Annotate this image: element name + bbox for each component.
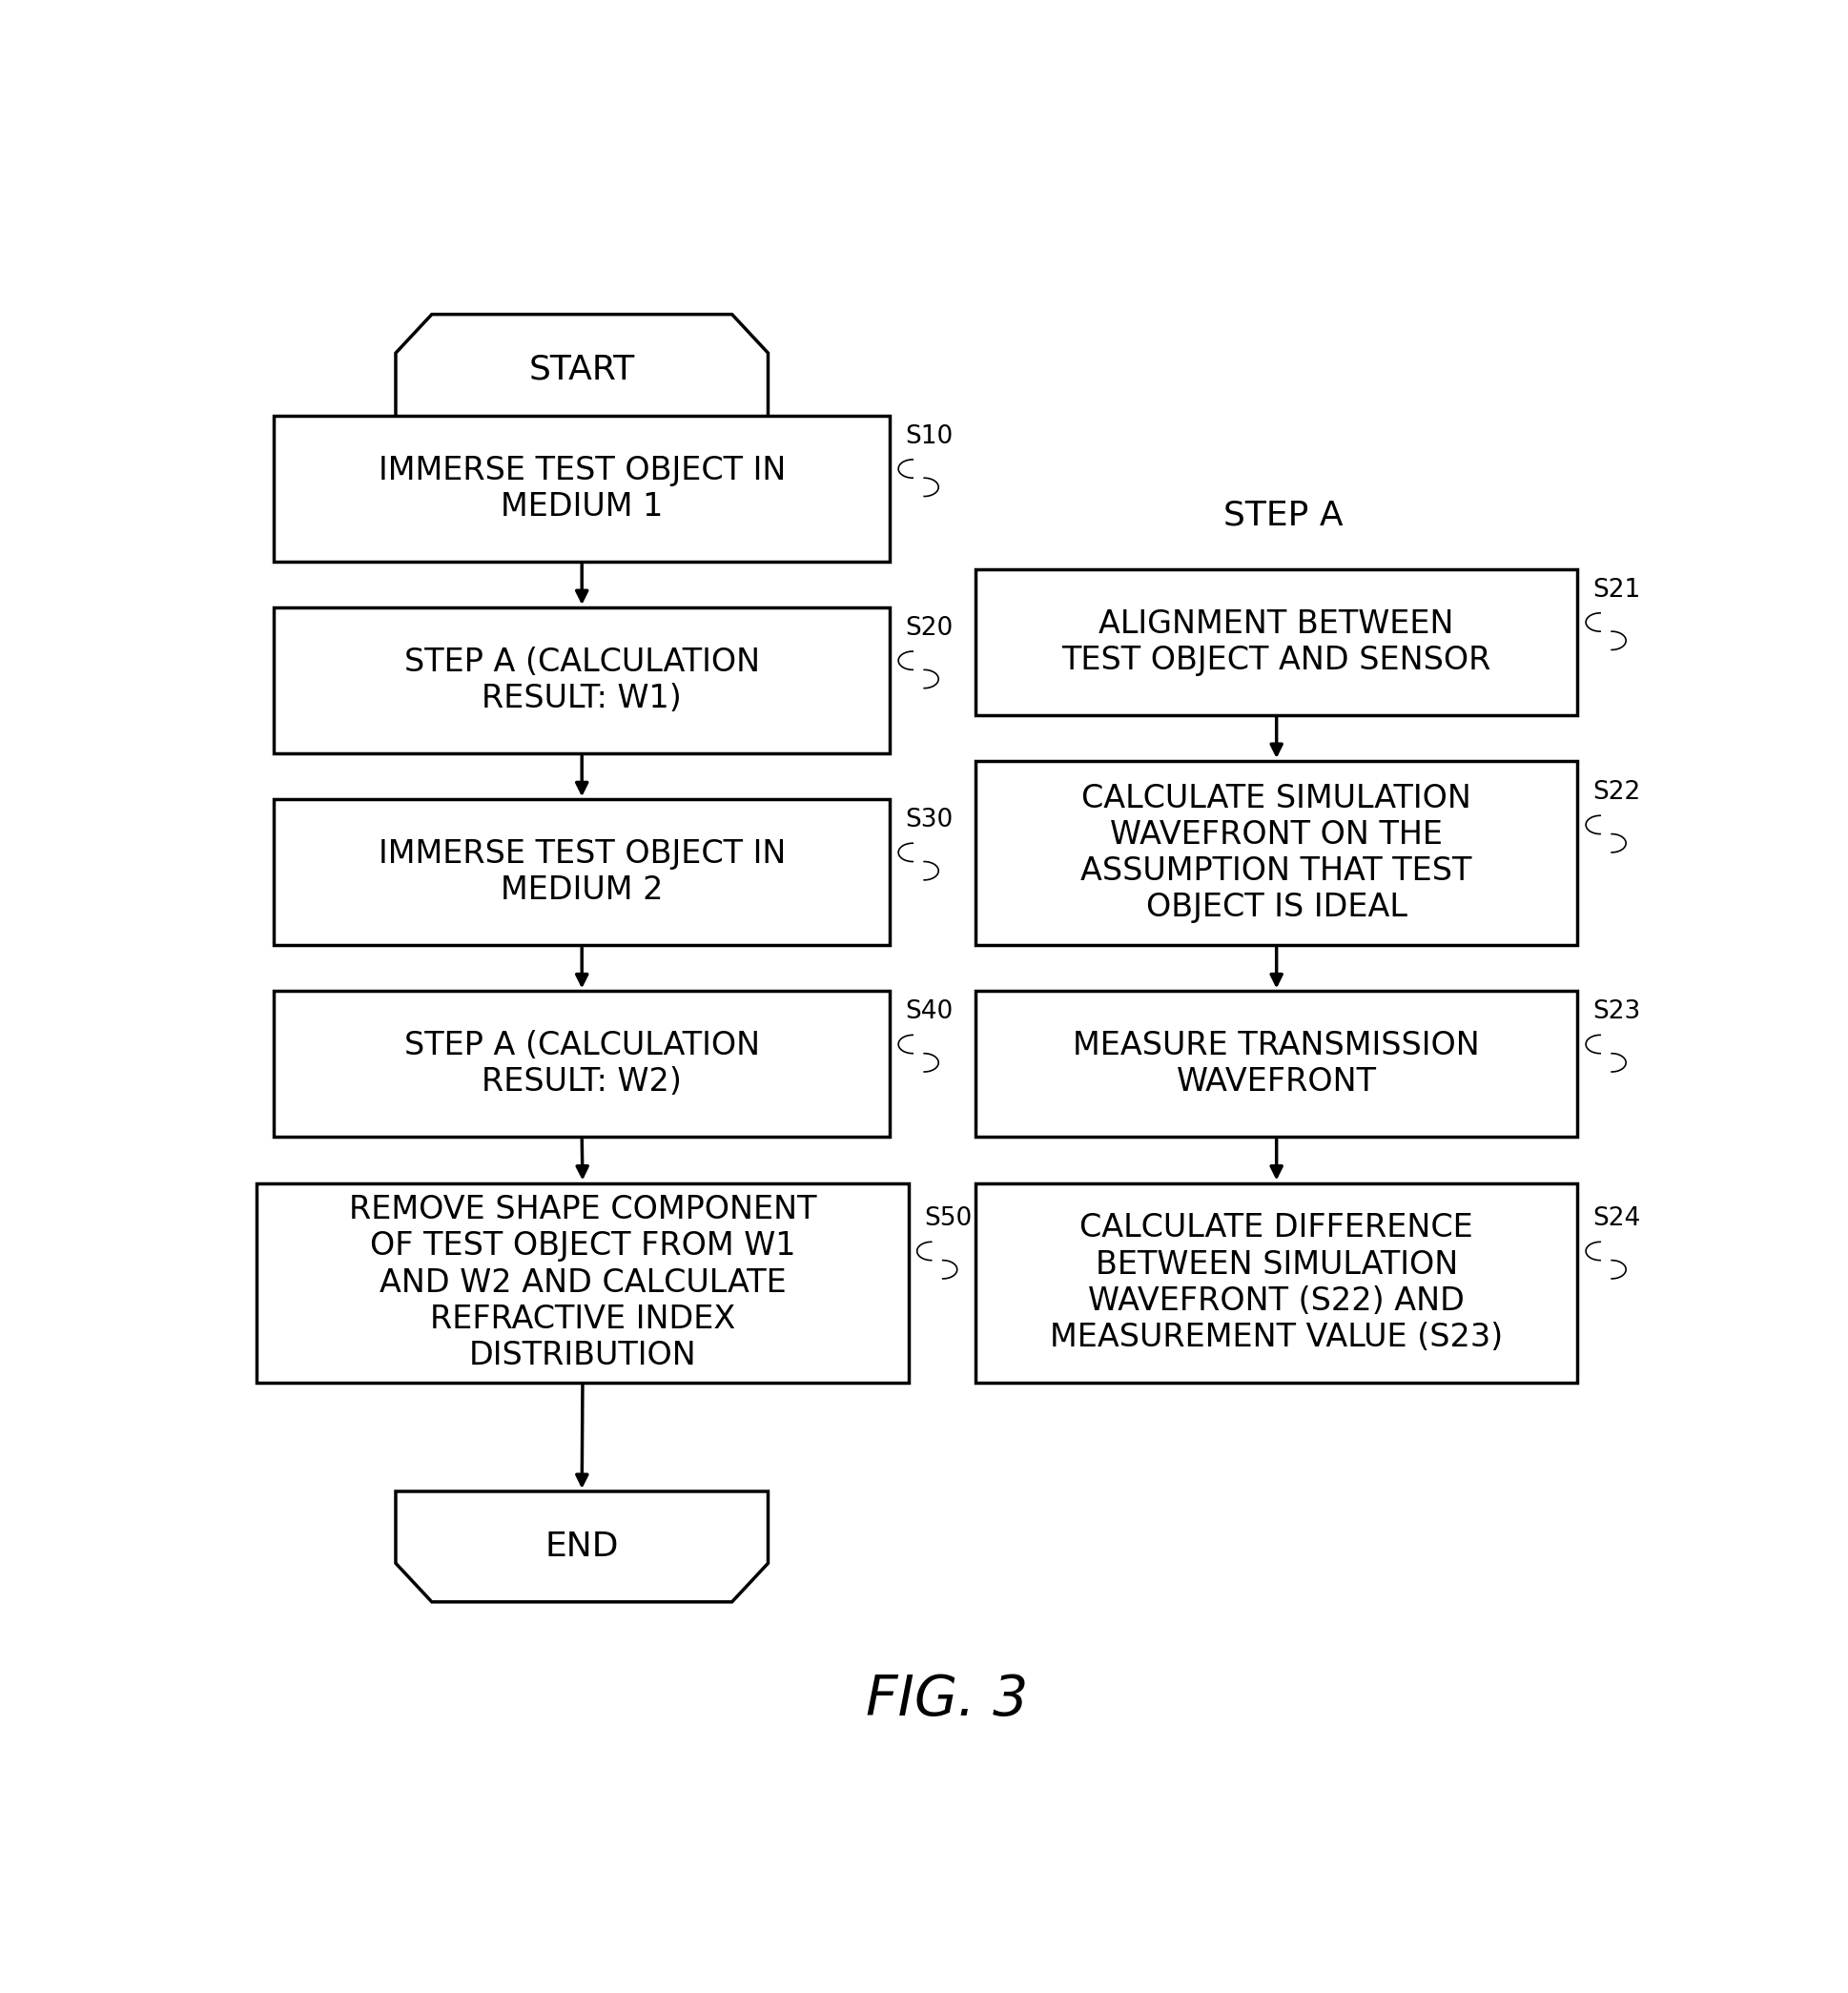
Text: IMMERSE TEST OBJECT IN
MEDIUM 2: IMMERSE TEST OBJECT IN MEDIUM 2 xyxy=(379,839,785,907)
Text: ALIGNMENT BETWEEN
TEST OBJECT AND SENSOR: ALIGNMENT BETWEEN TEST OBJECT AND SENSOR xyxy=(1063,608,1491,676)
Text: CALCULATE SIMULATION
WAVEFRONT ON THE
ASSUMPTION THAT TEST
OBJECT IS IDEAL: CALCULATE SIMULATION WAVEFRONT ON THE AS… xyxy=(1081,783,1473,923)
Text: S40: S40 xyxy=(906,998,954,1024)
Text: S24: S24 xyxy=(1593,1206,1641,1232)
Text: S20: S20 xyxy=(906,616,954,640)
FancyBboxPatch shape xyxy=(976,570,1576,715)
Text: MEASURE TRANSMISSION
WAVEFRONT: MEASURE TRANSMISSION WAVEFRONT xyxy=(1074,1030,1480,1098)
FancyBboxPatch shape xyxy=(274,991,889,1136)
Text: S30: S30 xyxy=(906,807,954,833)
Text: S10: S10 xyxy=(906,425,954,448)
FancyBboxPatch shape xyxy=(274,608,889,753)
Text: FIG. 3: FIG. 3 xyxy=(867,1672,1027,1728)
Text: STEP A (CALCULATION
RESULT: W2): STEP A (CALCULATION RESULT: W2) xyxy=(405,1030,760,1098)
Text: CALCULATE DIFFERENCE
BETWEEN SIMULATION
WAVEFRONT (S22) AND
MEASUREMENT VALUE (S: CALCULATE DIFFERENCE BETWEEN SIMULATION … xyxy=(1050,1212,1502,1353)
Polygon shape xyxy=(395,315,769,425)
FancyBboxPatch shape xyxy=(976,1184,1576,1383)
Text: REMOVE SHAPE COMPONENT
OF TEST OBJECT FROM W1
AND W2 AND CALCULATE
REFRACTIVE IN: REMOVE SHAPE COMPONENT OF TEST OBJECT FR… xyxy=(349,1194,817,1371)
Text: S23: S23 xyxy=(1593,998,1641,1024)
FancyBboxPatch shape xyxy=(257,1184,909,1383)
Text: START: START xyxy=(529,353,636,387)
Text: STEP A: STEP A xyxy=(1223,498,1343,532)
Text: S21: S21 xyxy=(1593,578,1641,602)
Polygon shape xyxy=(395,1491,769,1602)
Text: S50: S50 xyxy=(924,1206,972,1232)
Text: IMMERSE TEST OBJECT IN
MEDIUM 1: IMMERSE TEST OBJECT IN MEDIUM 1 xyxy=(379,454,785,522)
FancyBboxPatch shape xyxy=(274,417,889,562)
FancyBboxPatch shape xyxy=(274,799,889,945)
FancyBboxPatch shape xyxy=(976,761,1576,945)
FancyBboxPatch shape xyxy=(976,991,1576,1136)
Text: STEP A (CALCULATION
RESULT: W1): STEP A (CALCULATION RESULT: W1) xyxy=(405,646,760,713)
Text: END: END xyxy=(545,1531,619,1563)
Text: S22: S22 xyxy=(1593,779,1641,805)
